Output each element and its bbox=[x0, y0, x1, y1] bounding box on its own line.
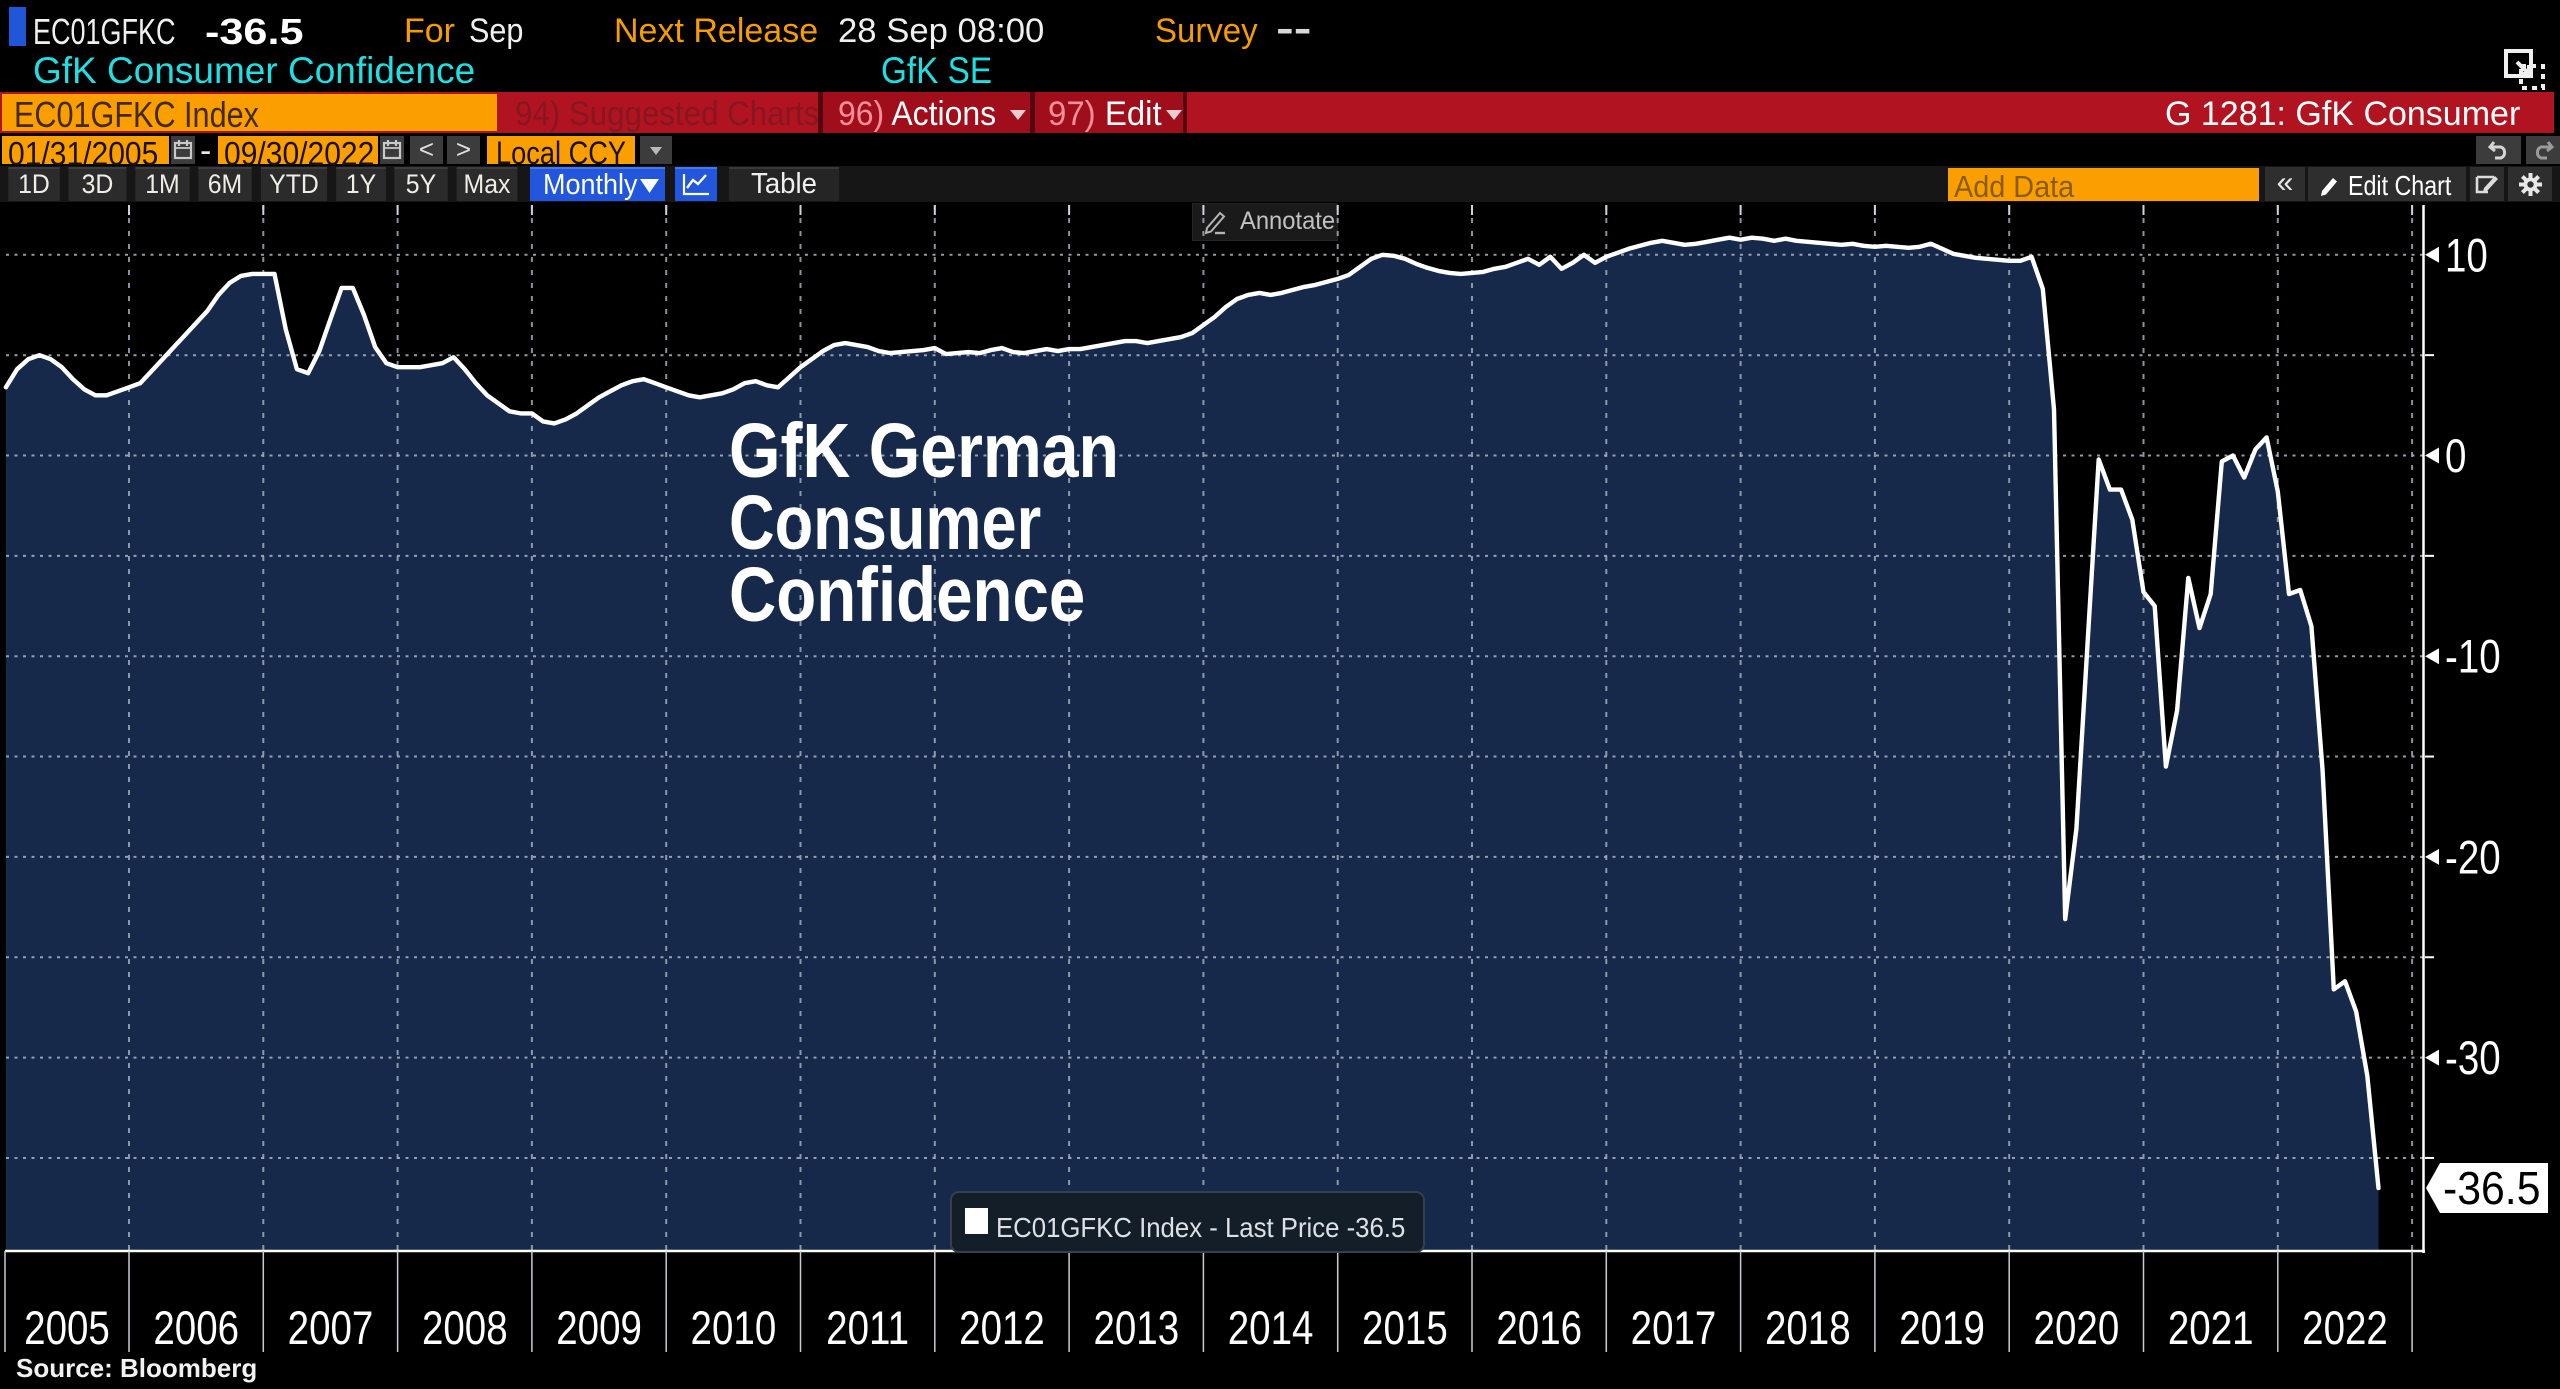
svg-text:GfK German: GfK German bbox=[729, 408, 1119, 494]
svg-text:2005: 2005 bbox=[24, 1302, 110, 1354]
svg-text:2009: 2009 bbox=[556, 1302, 642, 1354]
svg-text:0: 0 bbox=[2445, 430, 2466, 482]
svg-text:2007: 2007 bbox=[288, 1302, 374, 1354]
svg-text:2008: 2008 bbox=[422, 1302, 508, 1354]
svg-text:2012: 2012 bbox=[959, 1302, 1045, 1354]
svg-text:-36.5: -36.5 bbox=[2443, 1164, 2540, 1215]
svg-text:Confidence: Confidence bbox=[729, 552, 1085, 638]
svg-text:2013: 2013 bbox=[1093, 1302, 1179, 1354]
svg-text:2014: 2014 bbox=[1228, 1302, 1314, 1354]
svg-text:10: 10 bbox=[2445, 230, 2488, 282]
svg-text:2021: 2021 bbox=[2168, 1302, 2254, 1354]
svg-text:2016: 2016 bbox=[1496, 1302, 1582, 1354]
svg-text:-10: -10 bbox=[2445, 631, 2501, 683]
svg-text:Consumer: Consumer bbox=[729, 479, 1041, 565]
svg-text:2006: 2006 bbox=[153, 1302, 239, 1354]
svg-text:Source: Bloomberg: Source: Bloomberg bbox=[16, 1353, 257, 1383]
svg-text:-30: -30 bbox=[2445, 1033, 2501, 1085]
svg-text:2019: 2019 bbox=[1899, 1302, 1985, 1354]
svg-text:2015: 2015 bbox=[1362, 1302, 1448, 1354]
svg-text:2011: 2011 bbox=[826, 1302, 909, 1354]
svg-text:2022: 2022 bbox=[2302, 1302, 2388, 1354]
svg-text:2018: 2018 bbox=[1765, 1302, 1851, 1354]
svg-text:2017: 2017 bbox=[1631, 1302, 1717, 1354]
svg-text:2010: 2010 bbox=[691, 1302, 777, 1354]
svg-text:2020: 2020 bbox=[2034, 1302, 2120, 1354]
svg-text:EC01GFKC Index - Last Price -3: EC01GFKC Index - Last Price -36.5 bbox=[996, 1212, 1405, 1243]
svg-text:-20: -20 bbox=[2445, 832, 2501, 884]
